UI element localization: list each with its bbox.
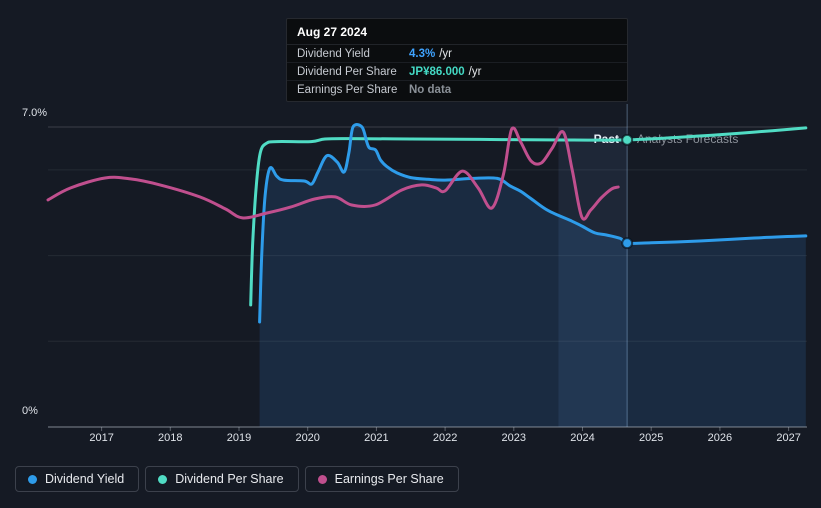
dividend-per-share-marker[interactable]	[621, 133, 634, 146]
x-axis-label-2017: 2017	[89, 432, 114, 444]
earnings-per-share-line	[46, 126, 620, 221]
legend-label: Earnings Per Share	[334, 472, 444, 486]
legend-item-earnings-per-share[interactable]: Earnings Per Share	[304, 466, 459, 492]
legend-item-dividend-per-share[interactable]: Dividend Per Share	[145, 466, 299, 492]
x-axis-label-2018: 2018	[158, 432, 183, 444]
tooltip-row-label: Earnings Per Share	[297, 84, 398, 96]
tooltip-row-unit: /yr	[439, 48, 452, 60]
x-axis-label-2023: 2023	[501, 432, 527, 444]
legend-dot-icon	[158, 474, 168, 484]
y-axis-bottom-label: 0%	[22, 405, 38, 417]
dividend-yield-area	[259, 124, 806, 428]
tooltip-row-dividend-yield: Dividend Yield 4.3%/yr	[287, 45, 627, 63]
y-axis-top-label: 7.0%	[22, 107, 48, 119]
past-year-highlight-band	[558, 127, 628, 427]
dividend-yield-marker[interactable]	[621, 237, 634, 250]
tooltip-row-value: JP¥86.000	[409, 66, 465, 78]
x-axis-label-2024: 2024	[570, 432, 595, 444]
x-axis-label-2021: 2021	[364, 432, 389, 444]
x-axis-label-2022: 2022	[432, 432, 458, 444]
x-axis-label-2026: 2026	[707, 432, 733, 444]
legend-dot-icon	[317, 474, 327, 484]
tooltip-row-label: Dividend Per Share	[297, 66, 397, 78]
legend-label: Dividend Per Share	[175, 472, 284, 486]
dividend-yield-line	[258, 123, 808, 324]
hover-tooltip: Aug 27 2024 Dividend Yield 4.3%/yr Dividen…	[286, 18, 628, 102]
tooltip-row-label: Dividend Yield	[297, 48, 370, 60]
x-axis-label-2020: 2020	[295, 432, 320, 444]
tooltip-row-earnings-per-share: Earnings Per Share No data	[287, 81, 627, 101]
chart-legend: Dividend Yield Dividend Per Share Earnings…	[15, 466, 459, 492]
x-axis-label-2025: 2025	[638, 432, 664, 444]
legend-dot-icon	[28, 474, 37, 484]
legend-item-dividend-yield[interactable]: Dividend Yield	[15, 466, 140, 492]
x-axis-label-2027: 2027	[776, 432, 801, 444]
tooltip-row-value: No data	[409, 84, 452, 96]
legend-label: Dividend Yield	[45, 472, 125, 486]
tooltip-date: Aug 27 2024	[287, 19, 627, 45]
x-axis-label-2019: 2019	[226, 432, 252, 444]
tooltip-row-value: 4.3%	[409, 48, 436, 60]
tooltip-row-unit: /yr	[468, 66, 482, 78]
tooltip-row-dividend-per-share: Dividend Per Share JP¥86.000/yr	[287, 63, 627, 81]
dividend-per-share-line	[249, 126, 808, 307]
